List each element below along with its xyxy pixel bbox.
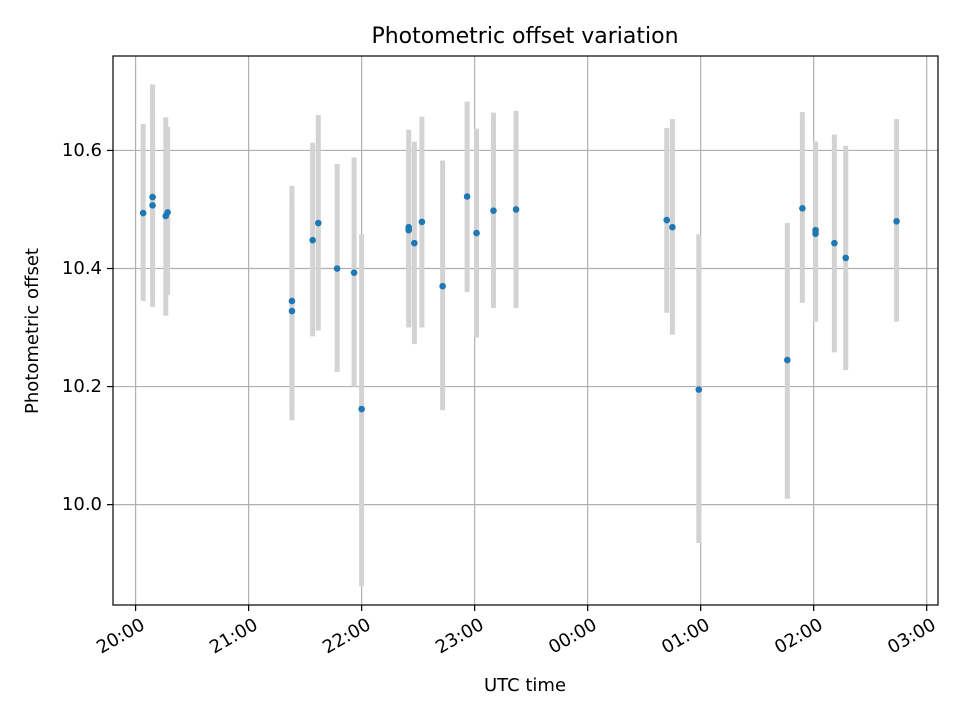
x-tick-label: 23:00 <box>432 614 487 658</box>
x-tick-label: 01:00 <box>658 614 713 658</box>
data-point <box>139 209 147 217</box>
y-tick-label: 10.4 <box>62 258 102 279</box>
data-point <box>893 217 900 225</box>
data-point <box>490 207 497 214</box>
y-tick-label: 10.6 <box>62 140 102 161</box>
y-tick-label: 10.0 <box>62 494 102 515</box>
point-layer <box>139 193 900 413</box>
x-tick-label: 20:00 <box>93 614 148 658</box>
data-point <box>333 265 341 272</box>
data-point <box>784 356 791 364</box>
x-tick-label: 03:00 <box>884 614 939 658</box>
y-tick-layer: 10.0 10.2 10.4 10.6 <box>62 140 113 515</box>
data-point <box>405 226 413 234</box>
data-point <box>831 239 838 247</box>
chart-title: Photometric offset variation <box>371 24 678 49</box>
data-point <box>149 202 156 209</box>
data-point <box>512 206 520 213</box>
data-point <box>812 230 819 237</box>
data-point <box>411 239 418 247</box>
x-tick-label: 21:00 <box>206 614 261 658</box>
data-point <box>663 216 671 224</box>
plot-frame <box>112 55 939 606</box>
data-point <box>799 205 806 212</box>
x-tick-label: 00:00 <box>545 614 600 658</box>
data-point <box>463 193 471 200</box>
data-point <box>288 297 296 305</box>
data-point <box>358 405 365 413</box>
data-point <box>418 218 426 226</box>
data-point <box>288 307 296 315</box>
errorbar-layer <box>140 84 900 587</box>
data-point <box>439 282 446 290</box>
x-tick-layer: 20:00 21:00 22:00 23:00 00:00 01:00 02:00 03:00 <box>93 605 940 658</box>
data-point <box>164 209 171 216</box>
x-tick-label: 22:00 <box>319 614 374 658</box>
data-point <box>473 229 480 237</box>
data-point <box>315 219 322 227</box>
data-point <box>842 254 850 262</box>
data-point <box>695 386 703 393</box>
grid-layer <box>113 56 938 605</box>
data-point <box>350 269 358 276</box>
data-point <box>669 223 676 231</box>
x-tick-label: 02:00 <box>771 614 826 658</box>
data-point <box>309 236 316 244</box>
y-axis-label: Photometric offset <box>22 248 43 414</box>
data-point <box>149 193 156 201</box>
x-axis-label: UTC time <box>484 675 566 696</box>
y-tick-label: 10.2 <box>62 376 102 397</box>
